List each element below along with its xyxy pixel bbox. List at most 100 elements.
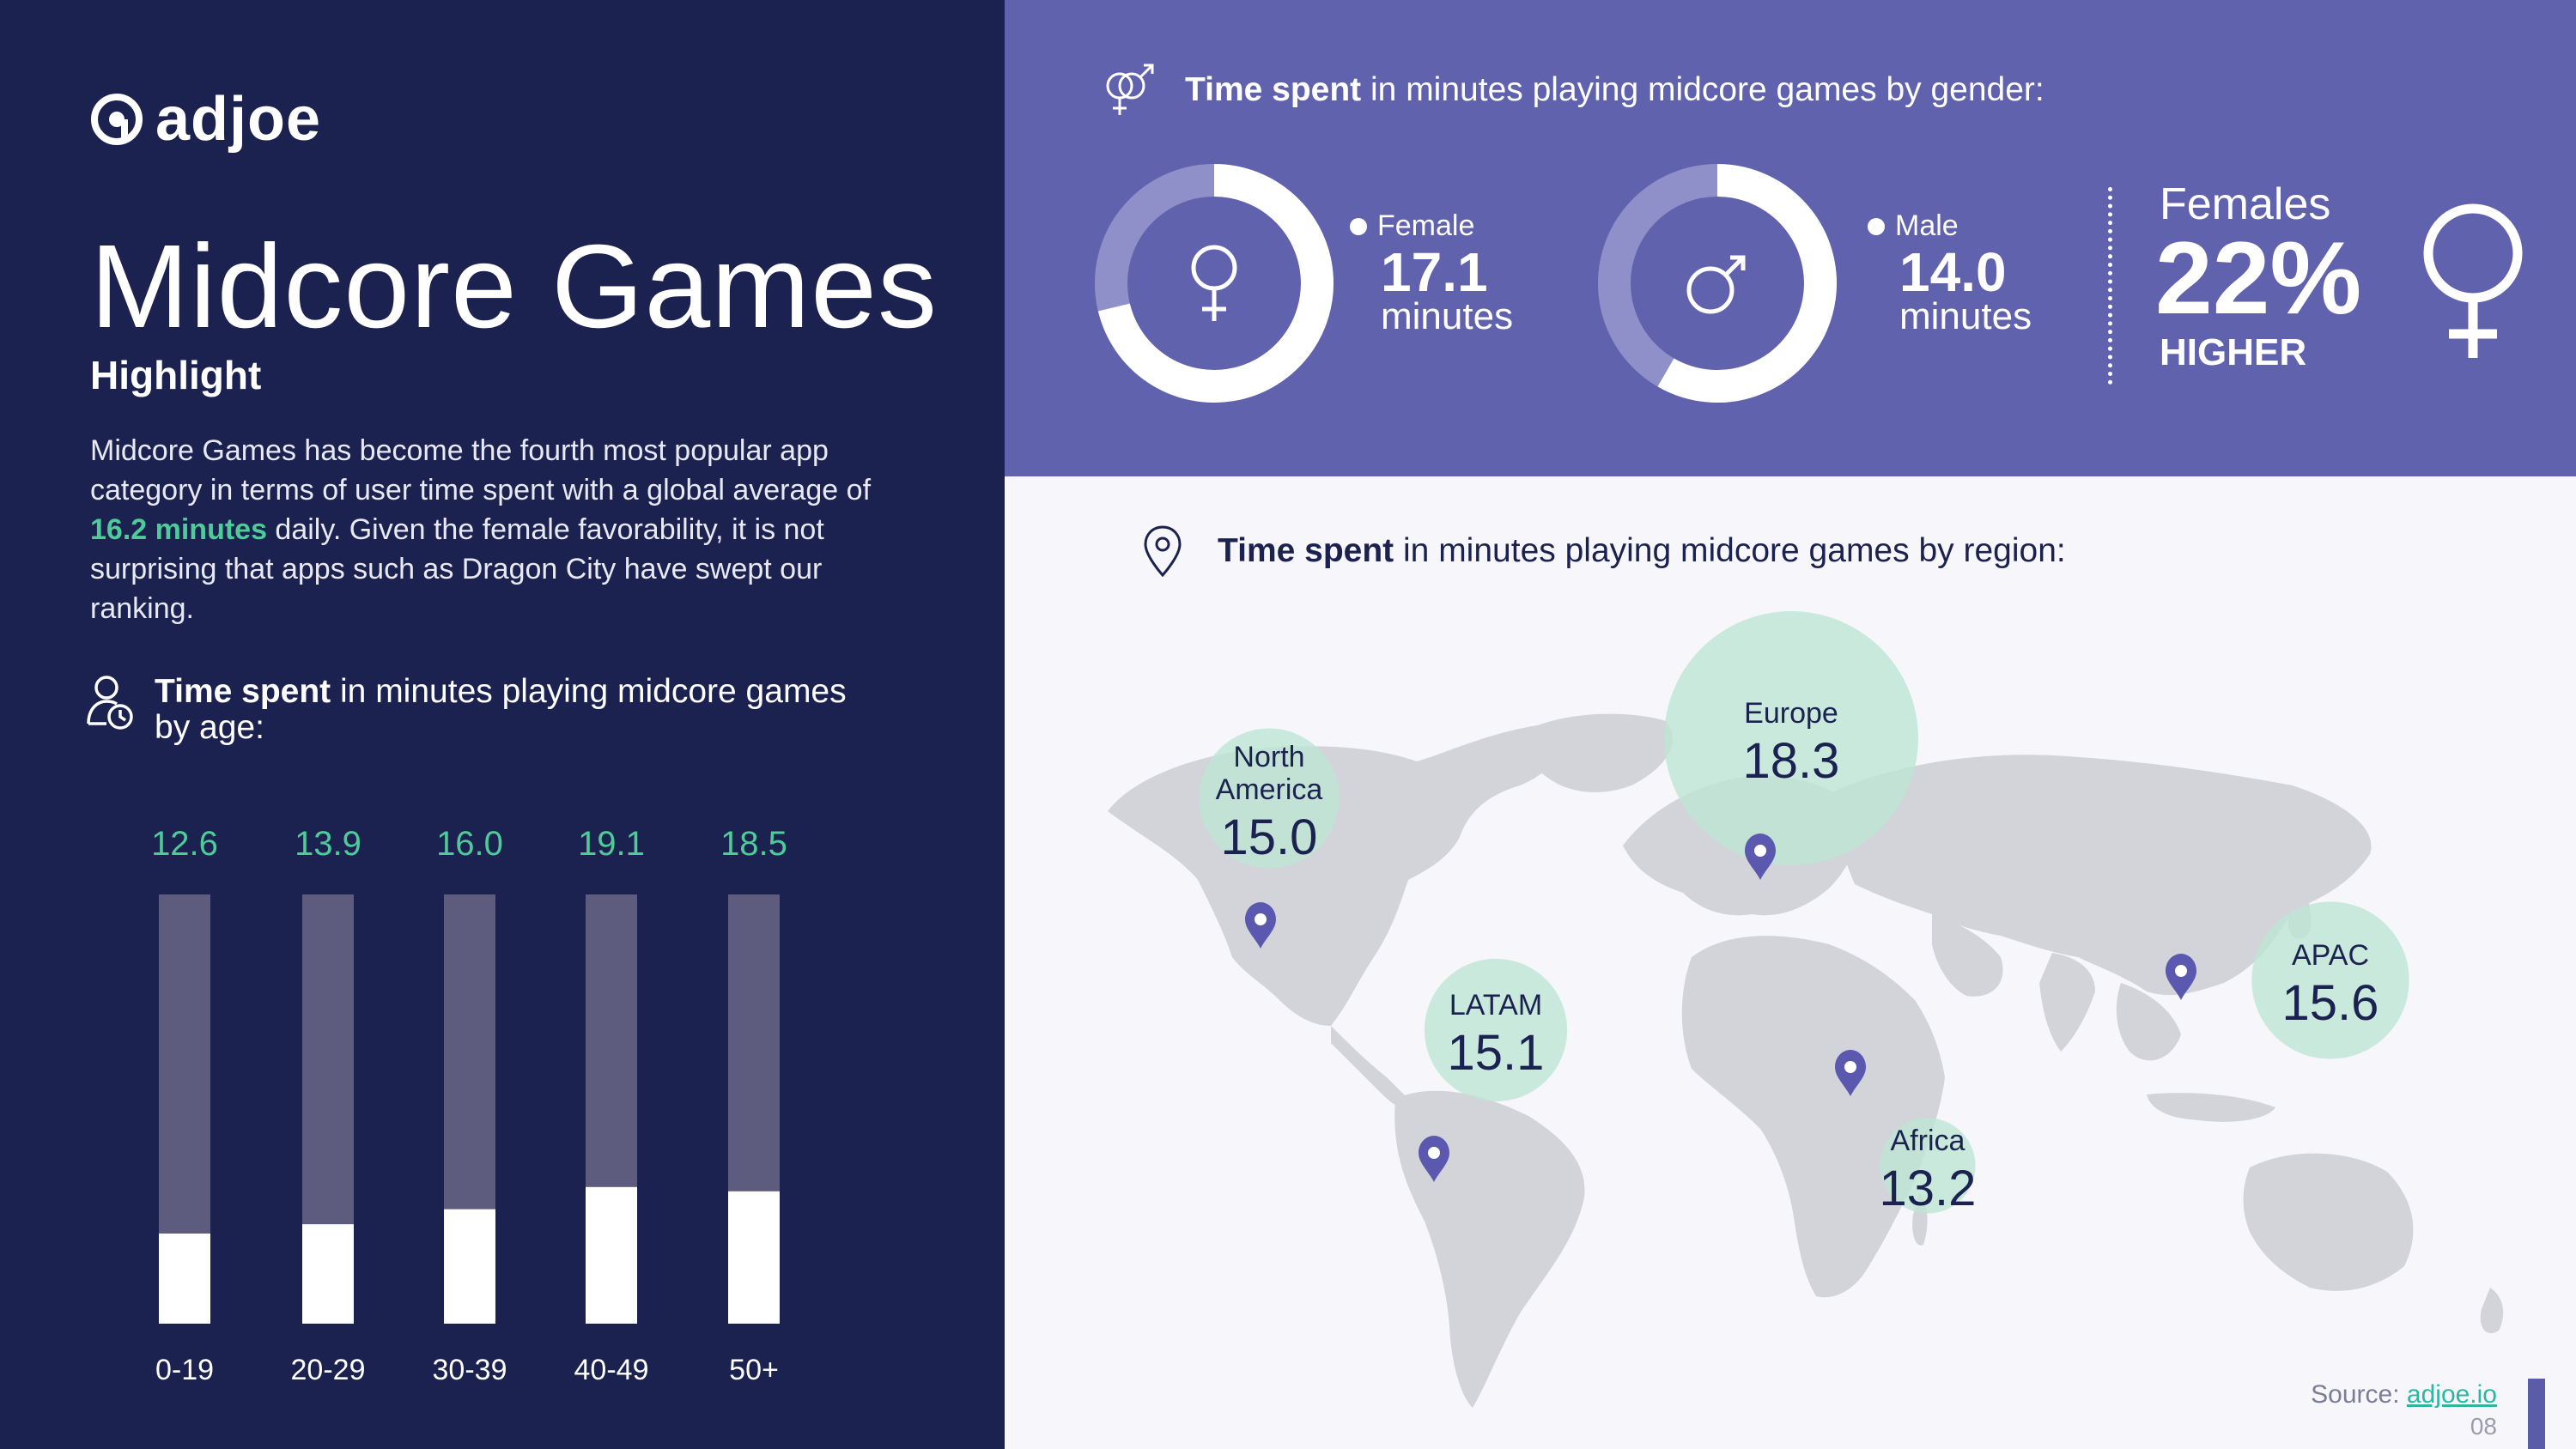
- landmass-arabia: [1932, 914, 2003, 997]
- age-section-header: Time spent in minutes playing midcore ga…: [86, 674, 859, 746]
- user-clock-icon: [87, 676, 133, 730]
- region-bubble: [1664, 611, 1918, 865]
- x-tick-label: 0-19: [155, 1354, 214, 1386]
- logo-at-icon: [91, 94, 143, 145]
- description-part1: Midcore Games has become the fourth most…: [90, 434, 872, 506]
- male-value: 14.0: [1899, 241, 2007, 303]
- landmass-south-america: [1394, 1090, 1585, 1408]
- male-donut-arc: [1657, 164, 1837, 403]
- region-bubble: [2251, 901, 2409, 1059]
- map-pin-dot: [1428, 1147, 1440, 1159]
- landmass-indonesia: [2147, 1093, 2275, 1122]
- male-label: Male: [1895, 209, 1959, 242]
- logo-text: adjoe: [155, 85, 322, 154]
- landmass-greenland: [1518, 713, 1673, 792]
- gender-symbols-icon: [1106, 64, 1154, 115]
- page-number: 08: [2470, 1413, 2497, 1440]
- comparison-value: 22%: [2155, 221, 2362, 336]
- male-unit: minutes: [1899, 295, 2032, 337]
- bar: [586, 1186, 637, 1324]
- female-donut-arc: [1097, 164, 1334, 403]
- gender-section-title: Time spent in minutes playing midcore ga…: [1185, 71, 2044, 109]
- region-name-label: LATAM: [1449, 989, 1542, 1022]
- region-value-label: 15.1: [1448, 1025, 1545, 1081]
- map-pin-dot: [1844, 1061, 1856, 1073]
- description: Midcore Games has become the fourth most…: [90, 431, 914, 628]
- age-title-rest: in minutes playing midcore games by age:: [155, 673, 847, 746]
- comparison-label: Females: [2160, 179, 2331, 229]
- map-pin-dot: [1255, 913, 1267, 925]
- region-bubble: [1199, 728, 1340, 869]
- x-tick-label: 50+: [729, 1354, 779, 1386]
- region-title-bold: Time spent: [1218, 532, 1394, 569]
- age-bar-chart: 12.6 0-19 13.9 20-29 16.0 30-39 19.1 40-49 18.5 5…: [151, 825, 787, 1386]
- landmass-asia: [1829, 755, 2372, 996]
- accent-bar: [2528, 1379, 2545, 1449]
- male-donut-chart: [1598, 164, 1837, 403]
- region-value-label: 15.6: [2282, 975, 2379, 1031]
- x-tick-label: 40-49: [574, 1354, 649, 1386]
- age-title-bold: Time spent: [155, 673, 331, 710]
- bar-value-label: 16.0: [436, 825, 503, 863]
- region-value-label: 18.3: [1743, 733, 1840, 789]
- region-value-label: 13.2: [1880, 1161, 1977, 1216]
- region-name-label: America: [1216, 773, 1323, 806]
- female-unit: minutes: [1381, 295, 1514, 337]
- region-name-label: Europe: [1744, 697, 1838, 730]
- landmass-new-zealand: [2480, 1288, 2504, 1334]
- region-panel: North America 15.0 Europe 18.3 LATAM 15.1 Afric…: [1005, 476, 2576, 1449]
- bar-value-label: 13.9: [295, 825, 361, 863]
- bar: [302, 1224, 354, 1324]
- gender-title-bold: Time spent: [1185, 71, 1362, 108]
- region-value-label: 15.0: [1221, 809, 1318, 865]
- gender-panel: Time spent in minutes playing midcore ga…: [1005, 0, 2576, 476]
- source-label: Source:: [2311, 1380, 2407, 1409]
- region-section-header: Time spent in minutes playing midcore ga…: [1142, 524, 2066, 579]
- gender-section-header: Time spent in minutes playing midcore ga…: [1099, 62, 2044, 118]
- female-value: 17.1: [1381, 241, 1488, 303]
- female-symbol-icon: [2423, 203, 2523, 358]
- description-part2: daily. Given the female favorability, it…: [90, 513, 824, 625]
- bar: [728, 1191, 780, 1324]
- landmass-central-america: [1331, 1026, 1417, 1110]
- female-legend-dot: [1350, 217, 1367, 235]
- landmass-india: [2039, 953, 2095, 1052]
- description-highlight: 16.2 minutes: [90, 513, 267, 546]
- gender-title-rest: in minutes playing midcore games by gend…: [1361, 71, 2044, 108]
- x-tick-label: 30-39: [433, 1354, 507, 1386]
- source-link[interactable]: adjoe.io: [2406, 1380, 2497, 1409]
- region-section-title: Time spent in minutes playing midcore ga…: [1218, 532, 2066, 570]
- page-title: Midcore Games: [90, 221, 938, 353]
- region-title-rest: in minutes playing midcore games by regi…: [1394, 532, 2066, 569]
- logo: adjoe: [90, 84, 321, 155]
- male-legend: Male: [1868, 209, 1959, 243]
- location-pin-icon: [1144, 525, 1182, 578]
- female-label: Female: [1377, 209, 1475, 242]
- landmass-australia: [2243, 1153, 2414, 1291]
- male-legend-dot: [1868, 217, 1885, 235]
- female-donut-chart: [1095, 164, 1334, 403]
- female-symbol-icon: [1191, 245, 1237, 321]
- dotted-divider: [2108, 187, 2112, 385]
- bar: [159, 1234, 210, 1324]
- x-tick-label: 20-29: [291, 1354, 366, 1386]
- map-pin-dot: [1754, 845, 1766, 857]
- left-panel: adjoe Midcore Games Highlight Midcore Ga…: [0, 0, 1005, 1449]
- bar-value-label: 19.1: [578, 825, 645, 863]
- male-symbol-icon: [1686, 255, 1746, 314]
- map-pin-dot: [2175, 965, 2187, 977]
- region-name-label: North: [1233, 741, 1304, 773]
- bar-value-label: 18.5: [720, 825, 787, 863]
- bar: [444, 1209, 495, 1324]
- source-note: Source: adjoe.io: [2311, 1380, 2497, 1410]
- age-section-title: Time spent in minutes playing midcore ga…: [155, 674, 859, 746]
- region-bubble: [1424, 958, 1568, 1102]
- comparison-qualifier: HIGHER: [2160, 331, 2307, 373]
- region-bubble: [1880, 1118, 1976, 1214]
- bar-value-label: 12.6: [151, 825, 218, 863]
- landmass-africa: [1681, 936, 1945, 1298]
- landmass-se-asia: [2116, 983, 2181, 1061]
- region-name-label: Africa: [1891, 1125, 1965, 1157]
